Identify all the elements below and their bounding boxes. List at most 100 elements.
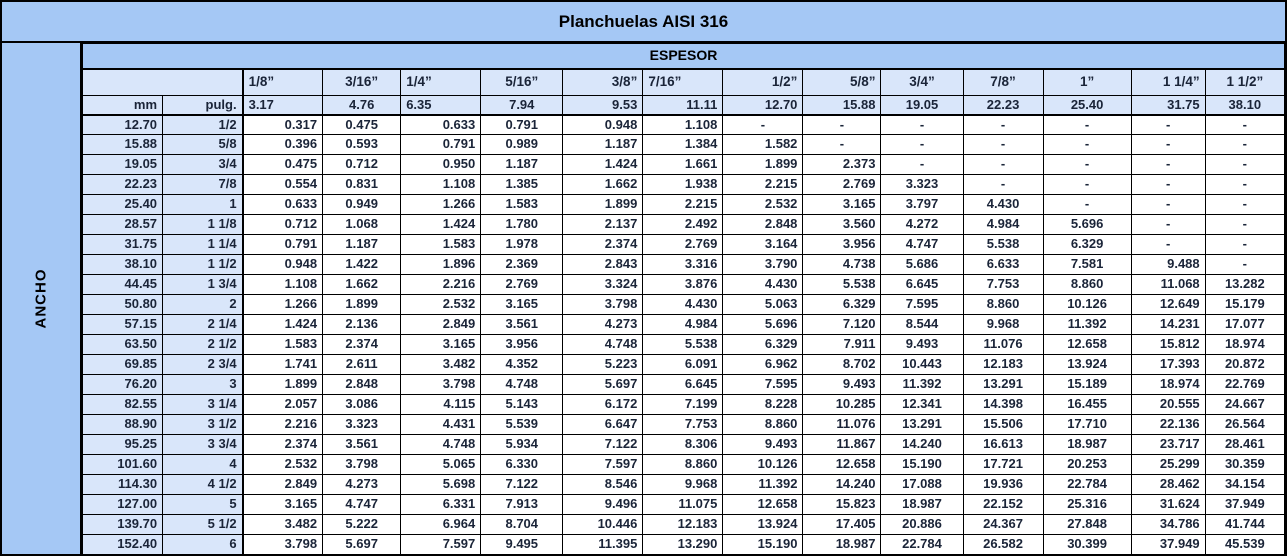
weight-cell: - — [1204, 154, 1286, 175]
weight-cell: 3.316 — [642, 254, 724, 275]
table-row: 69.85 2 3/4 1.741 2.611 3.482 4.352 5.223 6.091… — [81, 354, 1286, 375]
weight-cell: 8.860 — [1042, 274, 1132, 295]
weight-cell: 7.753 — [642, 414, 724, 435]
weight-cell: 4.430 — [962, 194, 1044, 215]
weight-cell: 0.712 — [322, 154, 402, 175]
weight-cell: - — [1042, 114, 1132, 135]
weights-table: ESPESOR 1/8” 3/16” 1/4” 5/16” 3/8” 7/16” 1/2” 5… — [81, 43, 1286, 555]
weight-cell: 3.560 — [802, 214, 882, 235]
weight-cell: 1.068 — [322, 214, 402, 235]
weight-cell: 4.738 — [802, 254, 882, 275]
weight-cell: 25.299 — [1130, 454, 1206, 475]
weight-cell: 19.936 — [962, 474, 1044, 495]
weight-cell: 8.544 — [880, 314, 964, 335]
weight-cell: 18.987 — [802, 534, 882, 555]
weight-cell: 4.430 — [722, 274, 804, 295]
weight-cell: 2.843 — [562, 254, 644, 275]
ancho-pulg-cell: 4 1/2 — [162, 474, 244, 495]
weight-cell: - — [1130, 114, 1206, 135]
weight-cell: 5.697 — [322, 534, 402, 555]
weight-cell: - — [1130, 174, 1206, 195]
ancho-mm-cell: 139.70 — [81, 514, 164, 535]
espesor-header-row: ESPESOR — [82, 43, 1285, 70]
weight-cell: 5.698 — [400, 474, 482, 495]
weight-cell: 10.126 — [1042, 294, 1132, 315]
table-row: 57.15 2 1/4 1.424 2.136 2.849 3.561 4.273 4.984… — [81, 314, 1286, 335]
weight-cell: 1.978 — [480, 234, 564, 255]
weight-cell: - — [1204, 214, 1286, 235]
weight-cell: 20.886 — [880, 514, 964, 535]
ancho-mm-cell: 152.40 — [81, 534, 164, 555]
mm-col-header: 38.10 — [1204, 95, 1286, 116]
weight-cell: 3.956 — [480, 334, 564, 355]
weight-cell: 4.747 — [322, 494, 402, 515]
weight-cell: 5.063 — [722, 294, 804, 315]
weight-cell: 9.495 — [480, 534, 564, 555]
weight-cell: 3.798 — [400, 374, 482, 395]
mm-col-header: 6.35 — [400, 95, 482, 116]
weight-cell: 3.086 — [322, 394, 402, 415]
page-title: Planchuelas AISI 316 — [2, 2, 1285, 43]
weight-cell: 8.228 — [722, 394, 804, 415]
blank-header-cell — [81, 68, 244, 96]
weight-cell: 1.899 — [242, 374, 324, 395]
weight-cell: 4.272 — [880, 214, 964, 235]
ancho-pulg-cell: 2 — [162, 294, 244, 315]
weight-cell: 4.748 — [562, 334, 644, 355]
ancho-pulg-cell: 5/8 — [162, 134, 244, 155]
weight-cell: 17.077 — [1204, 314, 1286, 335]
weight-cell: 8.702 — [802, 354, 882, 375]
ancho-mm-cell: 50.80 — [81, 294, 164, 315]
weight-cell: 1.108 — [242, 274, 324, 295]
weight-cell: 5.539 — [480, 414, 564, 435]
ancho-pulg-cell: 1 — [162, 194, 244, 215]
weight-cell: 2.216 — [400, 274, 482, 295]
weight-cell: 0.989 — [480, 134, 564, 155]
weight-cell: 3.798 — [242, 534, 324, 555]
weight-cell: 14.240 — [802, 474, 882, 495]
weight-cell: 15.179 — [1204, 294, 1286, 315]
weight-cell: 0.554 — [242, 174, 324, 195]
weight-cell: 1.899 — [322, 294, 402, 315]
weight-cell: 22.152 — [962, 494, 1044, 515]
weight-cell: 14.398 — [962, 394, 1044, 415]
weight-cell: 1.583 — [480, 194, 564, 215]
ancho-mm-cell: 25.40 — [81, 194, 164, 215]
weight-cell: 3.876 — [642, 274, 724, 295]
weight-cell: 3.323 — [322, 414, 402, 435]
weight-cell: 7.581 — [1042, 254, 1132, 275]
weight-cell: 1.384 — [642, 134, 724, 155]
weight-cell: - — [1204, 114, 1286, 135]
ancho-pulg-cell: 4 — [162, 454, 244, 475]
weight-cell: 3.482 — [400, 354, 482, 375]
weight-cell: 17.393 — [1130, 354, 1206, 375]
weight-cell: 4.747 — [880, 234, 964, 255]
weight-cell: 0.948 — [562, 114, 644, 135]
weight-cell: 4.273 — [562, 314, 644, 335]
weight-cell: 8.306 — [642, 434, 724, 455]
weight-cell: 8.546 — [562, 474, 644, 495]
weight-cell: 1.385 — [480, 174, 564, 195]
ancho-mm-cell: 127.00 — [81, 494, 164, 515]
ancho-pulg-cell: 1 1/8 — [162, 214, 244, 235]
weight-cell: 0.950 — [400, 154, 482, 175]
weight-cell: 6.331 — [400, 494, 482, 515]
mm-col-header: 25.40 — [1042, 95, 1132, 116]
weight-cell: 2.374 — [322, 334, 402, 355]
fraction-col-header: 1/4” — [400, 68, 482, 96]
weight-cell: 9.493 — [802, 374, 882, 395]
weight-cell: 10.443 — [880, 354, 964, 375]
weight-cell: 22.769 — [1204, 374, 1286, 395]
ancho-mm-cell: 15.88 — [81, 134, 164, 155]
weight-cell: 0.791 — [400, 134, 482, 155]
weight-cell: 8.860 — [722, 414, 804, 435]
weight-cell: 10.446 — [562, 514, 644, 535]
weight-cell: 2.611 — [322, 354, 402, 375]
weight-cell: 6.645 — [880, 274, 964, 295]
weight-cell: 6.329 — [802, 294, 882, 315]
ancho-mm-cell: 38.10 — [81, 254, 164, 275]
weight-cell: 13.290 — [642, 534, 724, 555]
ancho-axis-label: ANCHO — [32, 268, 50, 329]
weight-cell: 15.812 — [1130, 334, 1206, 355]
